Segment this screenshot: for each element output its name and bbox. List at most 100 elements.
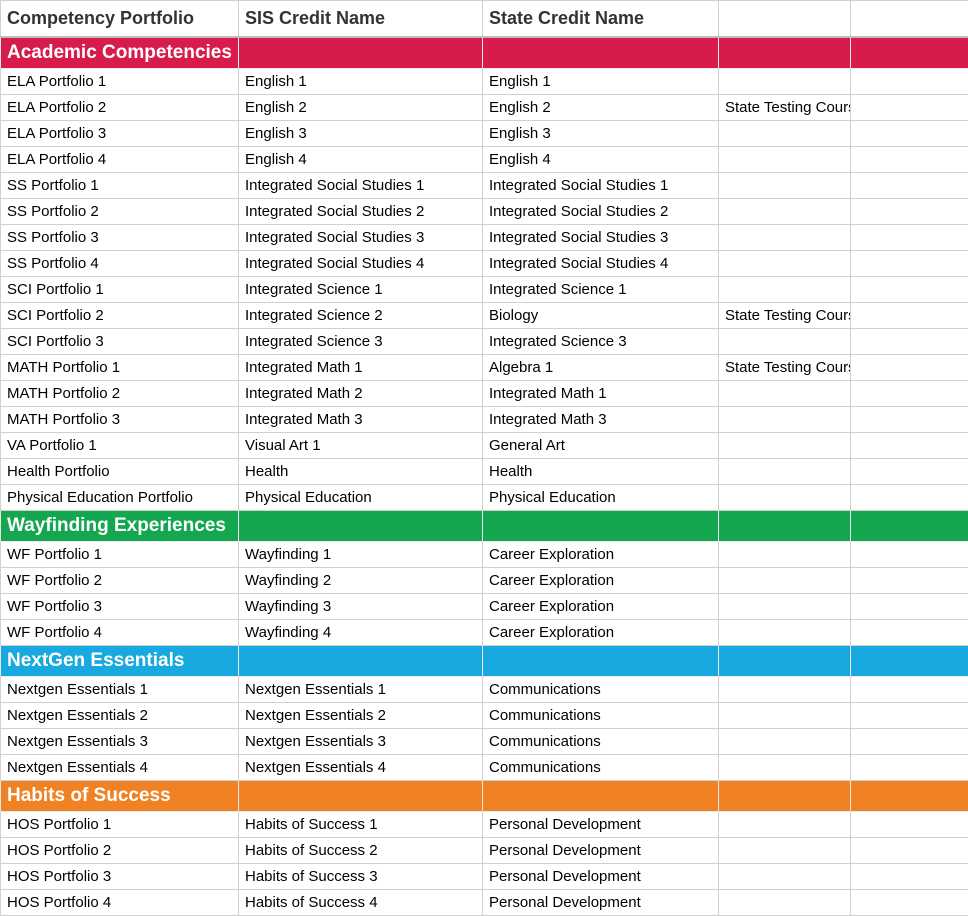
table-cell[interactable] [851, 120, 968, 146]
table-cell[interactable] [719, 458, 851, 484]
section-cell[interactable] [483, 510, 719, 541]
table-cell[interactable] [851, 224, 968, 250]
section-cell[interactable] [719, 510, 851, 541]
section-cell[interactable] [239, 780, 483, 811]
table-cell[interactable]: Integrated Math 2 [239, 380, 483, 406]
table-cell[interactable] [851, 354, 968, 380]
table-cell[interactable]: English 4 [483, 146, 719, 172]
table-cell[interactable]: Health [483, 458, 719, 484]
table-cell[interactable]: Communications [483, 754, 719, 780]
table-cell[interactable] [719, 702, 851, 728]
table-cell[interactable]: Physical Education [239, 484, 483, 510]
table-cell[interactable] [719, 728, 851, 754]
section-cell[interactable] [483, 645, 719, 676]
section-title-cell[interactable]: Wayfinding Experiences [1, 510, 239, 541]
table-cell[interactable]: Integrated Science 3 [483, 328, 719, 354]
table-cell[interactable]: SCI Portfolio 2 [1, 302, 239, 328]
table-cell[interactable]: WF Portfolio 3 [1, 593, 239, 619]
table-cell[interactable]: General Art [483, 432, 719, 458]
table-cell[interactable] [719, 146, 851, 172]
table-cell[interactable]: Biology [483, 302, 719, 328]
table-cell[interactable]: English 1 [483, 68, 719, 94]
table-cell[interactable] [851, 567, 968, 593]
section-cell[interactable] [483, 780, 719, 811]
table-cell[interactable] [719, 380, 851, 406]
table-cell[interactable]: WF Portfolio 4 [1, 619, 239, 645]
table-cell[interactable]: ELA Portfolio 1 [1, 68, 239, 94]
table-cell[interactable]: State Testing Course Required [719, 354, 851, 380]
table-cell[interactable]: Nextgen Essentials 1 [239, 676, 483, 702]
column-header[interactable]: Competency Portfolio [1, 1, 239, 37]
table-cell[interactable]: SS Portfolio 3 [1, 224, 239, 250]
table-cell[interactable] [719, 811, 851, 837]
table-cell[interactable] [719, 224, 851, 250]
table-cell[interactable]: Habits of Success 2 [239, 837, 483, 863]
table-cell[interactable]: MATH Portfolio 1 [1, 354, 239, 380]
table-cell[interactable] [851, 728, 968, 754]
table-cell[interactable]: ELA Portfolio 4 [1, 146, 239, 172]
table-cell[interactable] [851, 619, 968, 645]
table-cell[interactable]: MATH Portfolio 2 [1, 380, 239, 406]
table-cell[interactable]: English 2 [483, 94, 719, 120]
table-cell[interactable]: Wayfinding 2 [239, 567, 483, 593]
table-cell[interactable]: SCI Portfolio 1 [1, 276, 239, 302]
table-cell[interactable] [851, 302, 968, 328]
table-cell[interactable]: Habits of Success 3 [239, 863, 483, 889]
table-cell[interactable]: Communications [483, 728, 719, 754]
table-cell[interactable]: Integrated Science 3 [239, 328, 483, 354]
table-cell[interactable]: Integrated Math 3 [483, 406, 719, 432]
table-cell[interactable] [719, 120, 851, 146]
table-cell[interactable] [851, 484, 968, 510]
table-cell[interactable] [719, 676, 851, 702]
table-cell[interactable] [719, 837, 851, 863]
table-cell[interactable]: Personal Development [483, 863, 719, 889]
table-cell[interactable]: WF Portfolio 2 [1, 567, 239, 593]
table-cell[interactable]: Integrated Science 1 [483, 276, 719, 302]
table-cell[interactable] [851, 593, 968, 619]
table-cell[interactable] [719, 863, 851, 889]
section-cell[interactable] [851, 645, 968, 676]
table-cell[interactable] [719, 541, 851, 567]
table-cell[interactable]: Integrated Social Studies 4 [483, 250, 719, 276]
table-cell[interactable]: Physical Education [483, 484, 719, 510]
table-cell[interactable]: SS Portfolio 4 [1, 250, 239, 276]
table-cell[interactable] [851, 68, 968, 94]
table-cell[interactable] [851, 172, 968, 198]
table-cell[interactable]: Habits of Success 1 [239, 811, 483, 837]
table-cell[interactable] [719, 889, 851, 915]
table-cell[interactable]: Nextgen Essentials 3 [1, 728, 239, 754]
table-cell[interactable]: Wayfinding 3 [239, 593, 483, 619]
table-cell[interactable]: Nextgen Essentials 2 [1, 702, 239, 728]
table-cell[interactable] [851, 754, 968, 780]
section-cell[interactable] [851, 780, 968, 811]
table-cell[interactable]: ELA Portfolio 3 [1, 120, 239, 146]
table-cell[interactable]: HOS Portfolio 3 [1, 863, 239, 889]
table-cell[interactable]: SS Portfolio 2 [1, 198, 239, 224]
table-cell[interactable] [851, 328, 968, 354]
table-cell[interactable]: HOS Portfolio 4 [1, 889, 239, 915]
section-cell[interactable] [851, 37, 968, 69]
section-cell[interactable] [719, 780, 851, 811]
table-cell[interactable]: Habits of Success 4 [239, 889, 483, 915]
table-cell[interactable]: Integrated Social Studies 1 [483, 172, 719, 198]
column-header[interactable]: State Credit Name [483, 1, 719, 37]
table-cell[interactable]: English 3 [239, 120, 483, 146]
table-cell[interactable]: Algebra 1 [483, 354, 719, 380]
table-cell[interactable]: Integrated Social Studies 3 [483, 224, 719, 250]
section-title-cell[interactable]: Habits of Success [1, 780, 239, 811]
table-cell[interactable]: Nextgen Essentials 3 [239, 728, 483, 754]
table-cell[interactable] [851, 432, 968, 458]
table-cell[interactable] [719, 567, 851, 593]
table-cell[interactable]: Integrated Social Studies 4 [239, 250, 483, 276]
table-cell[interactable] [719, 432, 851, 458]
table-cell[interactable]: English 2 [239, 94, 483, 120]
table-cell[interactable] [719, 484, 851, 510]
table-cell[interactable] [851, 889, 968, 915]
table-cell[interactable]: Integrated Social Studies 1 [239, 172, 483, 198]
table-cell[interactable] [851, 94, 968, 120]
column-header[interactable]: SIS Credit Name [239, 1, 483, 37]
table-cell[interactable]: WF Portfolio 1 [1, 541, 239, 567]
table-cell[interactable]: Career Exploration [483, 541, 719, 567]
table-cell[interactable]: Integrated Math 1 [239, 354, 483, 380]
table-cell[interactable] [851, 702, 968, 728]
